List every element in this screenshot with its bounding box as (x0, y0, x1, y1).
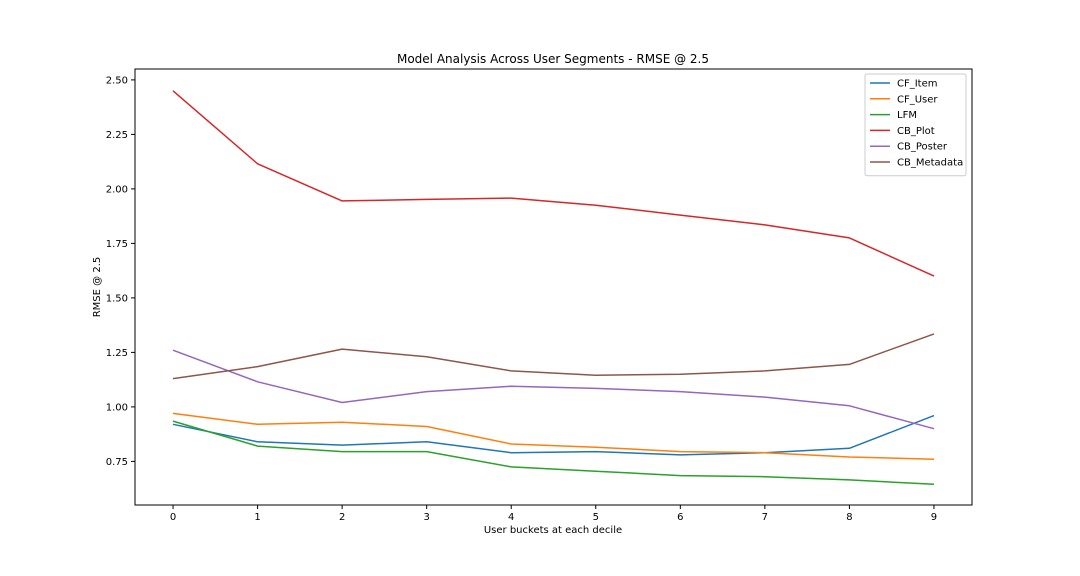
y-axis: 0.75 1.00 1.25 1.50 1.75 2.00 2.25 2.50 (106, 75, 135, 468)
series-line-cb-poster (172, 349, 935, 430)
legend: CF_Item CF_User LFM CB_Plot CB_Poster CB_Meta… (864, 73, 967, 177)
legend-box (864, 73, 967, 177)
legend-label: CF_User (897, 94, 938, 105)
y-tick-label: 2.50 (106, 75, 128, 86)
x-tick-label: 2 (339, 512, 345, 523)
plot-frame (134, 68, 973, 506)
x-tick-label: 6 (677, 512, 683, 523)
x-tick-label: 4 (508, 512, 514, 523)
x-tick-label: 9 (931, 512, 937, 523)
series-line-cf-item (172, 414, 935, 456)
y-tick-label: 2.25 (106, 130, 128, 141)
legend-label: CB_Plot (897, 126, 935, 137)
legend-label: CF_Item (897, 79, 938, 90)
y-tick-label: 1.25 (106, 348, 128, 359)
series-line-lfm (172, 420, 935, 486)
y-axis-label: RMSE @ 2.5 (92, 257, 103, 318)
y-tick-label: 0.75 (106, 457, 128, 468)
y-tick-label: 1.00 (106, 402, 128, 413)
x-tick-label: 8 (846, 512, 852, 523)
series-lines (172, 90, 935, 486)
series-line-cb-metadata (172, 333, 935, 380)
y-tick-label: 2.00 (106, 184, 128, 195)
y-tick-label: 1.50 (106, 293, 128, 304)
legend-label: CB_Metadata (897, 158, 963, 169)
x-tick-label: 0 (170, 512, 176, 523)
x-tick-label: 5 (593, 512, 599, 523)
series-line-cb-plot (172, 90, 935, 277)
x-axis: 0 1 2 3 4 5 6 7 8 9 (170, 505, 937, 523)
legend-label: CB_Poster (897, 142, 948, 153)
legend-label: LFM (897, 110, 917, 121)
x-axis-label: User buckets at each decile (484, 525, 622, 536)
chart-title: Model Analysis Across User Segments - RM… (397, 52, 709, 66)
x-tick-label: 1 (254, 512, 260, 523)
y-tick-label: 1.75 (106, 239, 128, 250)
x-tick-label: 3 (423, 512, 429, 523)
x-tick-label: 7 (762, 512, 768, 523)
series-line-cf-user (172, 412, 935, 460)
